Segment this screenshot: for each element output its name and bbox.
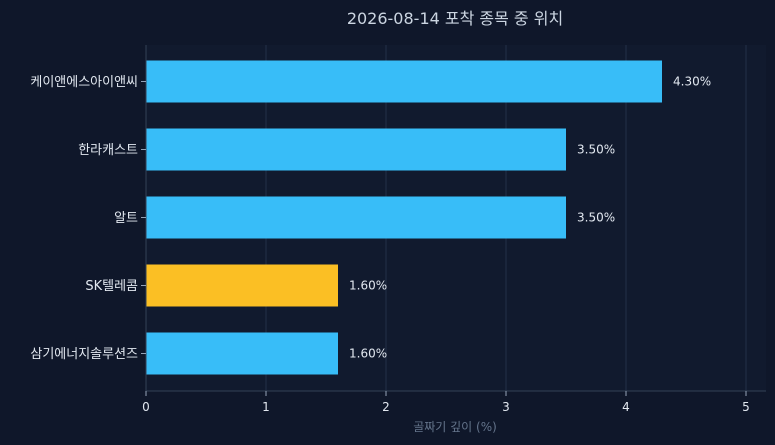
x-tick-label: 3 [502,400,510,414]
x-tick-label: 4 [622,400,630,414]
x-tick-label: 1 [262,400,270,414]
bar [146,196,566,239]
x-axis: 0 1 2 3 4 5 [142,45,766,414]
category-label: 삼기에너지솔루션즈 [30,347,138,362]
data-label: 3.50% [577,143,615,157]
bar [146,60,662,103]
bars: 4.30% 3.50% 3.50% 1.60% 1.60% [146,60,711,375]
data-label: 1.60% [349,347,387,361]
x-axis-label: 골짜기 깊이 (%) [413,420,497,434]
x-tick-label: 5 [742,400,750,414]
category-label: SK텔레콤 [85,279,138,294]
category-label: 한라캐스트 [78,143,138,158]
data-label: 4.30% [673,75,711,89]
x-tick-label: 2 [382,400,390,414]
data-label: 1.60% [349,279,387,293]
x-tick-label: 0 [142,400,150,414]
bar [146,332,338,375]
data-label: 3.50% [577,211,615,225]
chart-title: 2026-08-14 포착 종목 중 위치 [347,9,563,28]
category-label: 알트 [114,211,138,226]
bar [146,264,338,307]
category-label: 케이앤에스아이앤씨 [30,75,138,90]
bar [146,128,566,171]
